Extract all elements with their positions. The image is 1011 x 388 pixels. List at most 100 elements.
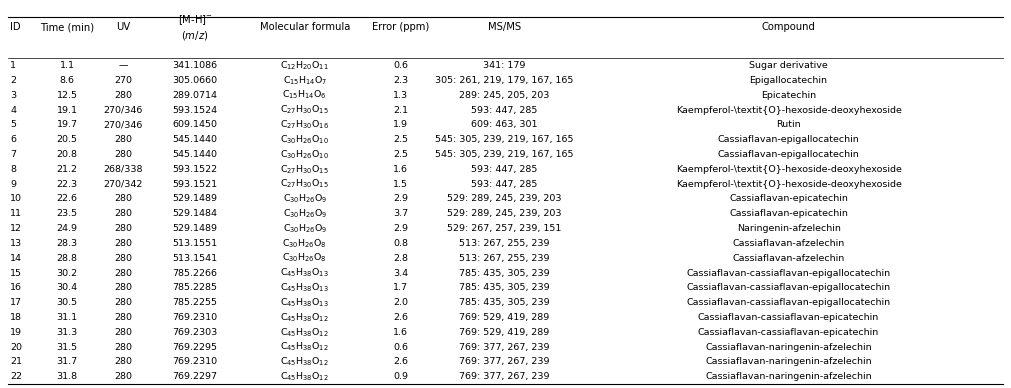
Text: Compound: Compound xyxy=(761,22,816,32)
Text: 6: 6 xyxy=(10,135,16,144)
Text: 2.9: 2.9 xyxy=(393,194,408,203)
Text: 270/346: 270/346 xyxy=(103,106,143,114)
Text: C$_{30}$H$_{26}$O$_{9}$: C$_{30}$H$_{26}$O$_{9}$ xyxy=(282,222,328,235)
Text: 769: 529, 419, 289: 769: 529, 419, 289 xyxy=(459,328,550,337)
Text: 785.2285: 785.2285 xyxy=(173,283,217,292)
Text: 0.9: 0.9 xyxy=(393,372,408,381)
Text: 529: 289, 245, 239, 203: 529: 289, 245, 239, 203 xyxy=(447,209,562,218)
Text: 545.1440: 545.1440 xyxy=(173,150,217,159)
Text: 280: 280 xyxy=(114,254,131,263)
Text: Kaempferol-\textit{O}-hexoside-deoxyhexoside: Kaempferol-\textit{O}-hexoside-deoxyhexo… xyxy=(675,165,902,174)
Text: 280: 280 xyxy=(114,209,131,218)
Text: 529.1484: 529.1484 xyxy=(173,209,217,218)
Text: 270: 270 xyxy=(114,76,131,85)
Text: —: — xyxy=(118,61,127,70)
Text: 21.2: 21.2 xyxy=(57,165,78,174)
Text: 545.1440: 545.1440 xyxy=(173,135,217,144)
Text: 2.1: 2.1 xyxy=(393,106,408,114)
Text: 513.1551: 513.1551 xyxy=(173,239,217,248)
Text: 270/342: 270/342 xyxy=(103,180,143,189)
Text: 22.6: 22.6 xyxy=(57,194,78,203)
Text: 8: 8 xyxy=(10,165,16,174)
Text: C$_{30}$H$_{26}$O$_{8}$: C$_{30}$H$_{26}$O$_{8}$ xyxy=(282,252,328,265)
Text: Cassiaflavan-epigallocatechin: Cassiaflavan-epigallocatechin xyxy=(718,150,859,159)
Text: Cassiaflavan-epicatechin: Cassiaflavan-epicatechin xyxy=(729,194,848,203)
Text: 785: 435, 305, 239: 785: 435, 305, 239 xyxy=(459,268,550,277)
Text: C$_{15}$H$_{14}$O$_{7}$: C$_{15}$H$_{14}$O$_{7}$ xyxy=(282,74,328,87)
Text: 30.5: 30.5 xyxy=(57,298,78,307)
Text: 5: 5 xyxy=(10,120,16,129)
Text: 1.3: 1.3 xyxy=(393,91,408,100)
Text: 28.3: 28.3 xyxy=(57,239,78,248)
Text: 769.2295: 769.2295 xyxy=(173,343,217,352)
Text: 17: 17 xyxy=(10,298,22,307)
Text: 20: 20 xyxy=(10,343,22,352)
Text: C$_{45}$H$_{38}$O$_{13}$: C$_{45}$H$_{38}$O$_{13}$ xyxy=(280,282,330,294)
Text: 2.8: 2.8 xyxy=(393,254,408,263)
Text: 769.2303: 769.2303 xyxy=(173,328,217,337)
Text: 20.8: 20.8 xyxy=(57,150,78,159)
Text: 785.2266: 785.2266 xyxy=(173,268,217,277)
Text: 280: 280 xyxy=(114,135,131,144)
Text: C$_{45}$H$_{38}$O$_{12}$: C$_{45}$H$_{38}$O$_{12}$ xyxy=(280,326,330,338)
Text: C$_{15}$H$_{14}$O$_{6}$: C$_{15}$H$_{14}$O$_{6}$ xyxy=(282,89,328,102)
Text: 12: 12 xyxy=(10,224,22,233)
Text: C$_{27}$H$_{30}$O$_{15}$: C$_{27}$H$_{30}$O$_{15}$ xyxy=(280,104,330,116)
Text: 0.8: 0.8 xyxy=(393,239,408,248)
Text: 2.5: 2.5 xyxy=(393,150,408,159)
Text: C$_{27}$H$_{30}$O$_{15}$: C$_{27}$H$_{30}$O$_{15}$ xyxy=(280,178,330,191)
Text: 305: 261, 219, 179, 167, 165: 305: 261, 219, 179, 167, 165 xyxy=(436,76,573,85)
Text: Cassiaflavan-naringenin-afzelechin: Cassiaflavan-naringenin-afzelechin xyxy=(706,372,871,381)
Text: Error (ppm): Error (ppm) xyxy=(372,22,430,32)
Text: 280: 280 xyxy=(114,357,131,366)
Text: 593.1521: 593.1521 xyxy=(173,180,217,189)
Text: C$_{45}$H$_{38}$O$_{13}$: C$_{45}$H$_{38}$O$_{13}$ xyxy=(280,296,330,309)
Text: C$_{45}$H$_{38}$O$_{13}$: C$_{45}$H$_{38}$O$_{13}$ xyxy=(280,267,330,279)
Text: 1.7: 1.7 xyxy=(393,283,408,292)
Text: Cassiaflavan-naringenin-afzelechin: Cassiaflavan-naringenin-afzelechin xyxy=(706,357,871,366)
Text: 15: 15 xyxy=(10,268,22,277)
Text: 513.1541: 513.1541 xyxy=(173,254,217,263)
Text: 30.4: 30.4 xyxy=(57,283,78,292)
Text: Cassiaflavan-cassiaflavan-epigallocatechin: Cassiaflavan-cassiaflavan-epigallocatech… xyxy=(686,268,891,277)
Text: 19: 19 xyxy=(10,328,22,337)
Text: 513: 267, 255, 239: 513: 267, 255, 239 xyxy=(459,239,550,248)
Text: C$_{27}$H$_{30}$O$_{15}$: C$_{27}$H$_{30}$O$_{15}$ xyxy=(280,163,330,175)
Text: C$_{45}$H$_{38}$O$_{12}$: C$_{45}$H$_{38}$O$_{12}$ xyxy=(280,356,330,368)
Text: 785: 435, 305, 239: 785: 435, 305, 239 xyxy=(459,283,550,292)
Text: Cassiaflavan-epicatechin: Cassiaflavan-epicatechin xyxy=(729,209,848,218)
Text: 19.1: 19.1 xyxy=(57,106,78,114)
Text: 2.5: 2.5 xyxy=(393,135,408,144)
Text: 1.5: 1.5 xyxy=(393,180,408,189)
Text: 280: 280 xyxy=(114,372,131,381)
Text: C$_{12}$H$_{20}$O$_{11}$: C$_{12}$H$_{20}$O$_{11}$ xyxy=(280,59,330,72)
Text: 23.5: 23.5 xyxy=(57,209,78,218)
Text: C$_{30}$H$_{26}$O$_{10}$: C$_{30}$H$_{26}$O$_{10}$ xyxy=(280,133,330,146)
Text: Cassiaflavan-epigallocatechin: Cassiaflavan-epigallocatechin xyxy=(718,135,859,144)
Text: C$_{30}$H$_{26}$O$_{9}$: C$_{30}$H$_{26}$O$_{9}$ xyxy=(282,193,328,205)
Text: 529: 289, 245, 239, 203: 529: 289, 245, 239, 203 xyxy=(447,194,562,203)
Text: Cassiaflavan-afzelechin: Cassiaflavan-afzelechin xyxy=(732,254,845,263)
Text: 2.0: 2.0 xyxy=(393,298,408,307)
Text: 31.8: 31.8 xyxy=(57,372,78,381)
Text: Cassiaflavan-cassiaflavan-epicatechin: Cassiaflavan-cassiaflavan-epicatechin xyxy=(698,313,880,322)
Text: 769.2297: 769.2297 xyxy=(173,372,217,381)
Text: 3: 3 xyxy=(10,91,16,100)
Text: 593: 447, 285: 593: 447, 285 xyxy=(471,180,538,189)
Text: C$_{30}$H$_{26}$O$_{8}$: C$_{30}$H$_{26}$O$_{8}$ xyxy=(282,237,328,249)
Text: Cassiaflavan-afzelechin: Cassiaflavan-afzelechin xyxy=(732,239,845,248)
Text: [M-H]$^{-}$
$(m/z)$: [M-H]$^{-}$ $(m/z)$ xyxy=(178,13,212,42)
Text: 609.1450: 609.1450 xyxy=(173,120,217,129)
Text: 593: 447, 285: 593: 447, 285 xyxy=(471,106,538,114)
Text: 31.1: 31.1 xyxy=(57,313,78,322)
Text: 280: 280 xyxy=(114,239,131,248)
Text: 341.1086: 341.1086 xyxy=(173,61,217,70)
Text: 529: 267, 257, 239, 151: 529: 267, 257, 239, 151 xyxy=(447,224,562,233)
Text: 30.2: 30.2 xyxy=(57,268,78,277)
Text: 785: 435, 305, 239: 785: 435, 305, 239 xyxy=(459,298,550,307)
Text: 280: 280 xyxy=(114,194,131,203)
Text: Naringenin-afzelechin: Naringenin-afzelechin xyxy=(737,224,840,233)
Text: C$_{30}$H$_{26}$O$_{10}$: C$_{30}$H$_{26}$O$_{10}$ xyxy=(280,148,330,161)
Text: C$_{45}$H$_{38}$O$_{12}$: C$_{45}$H$_{38}$O$_{12}$ xyxy=(280,311,330,324)
Text: 20.5: 20.5 xyxy=(57,135,78,144)
